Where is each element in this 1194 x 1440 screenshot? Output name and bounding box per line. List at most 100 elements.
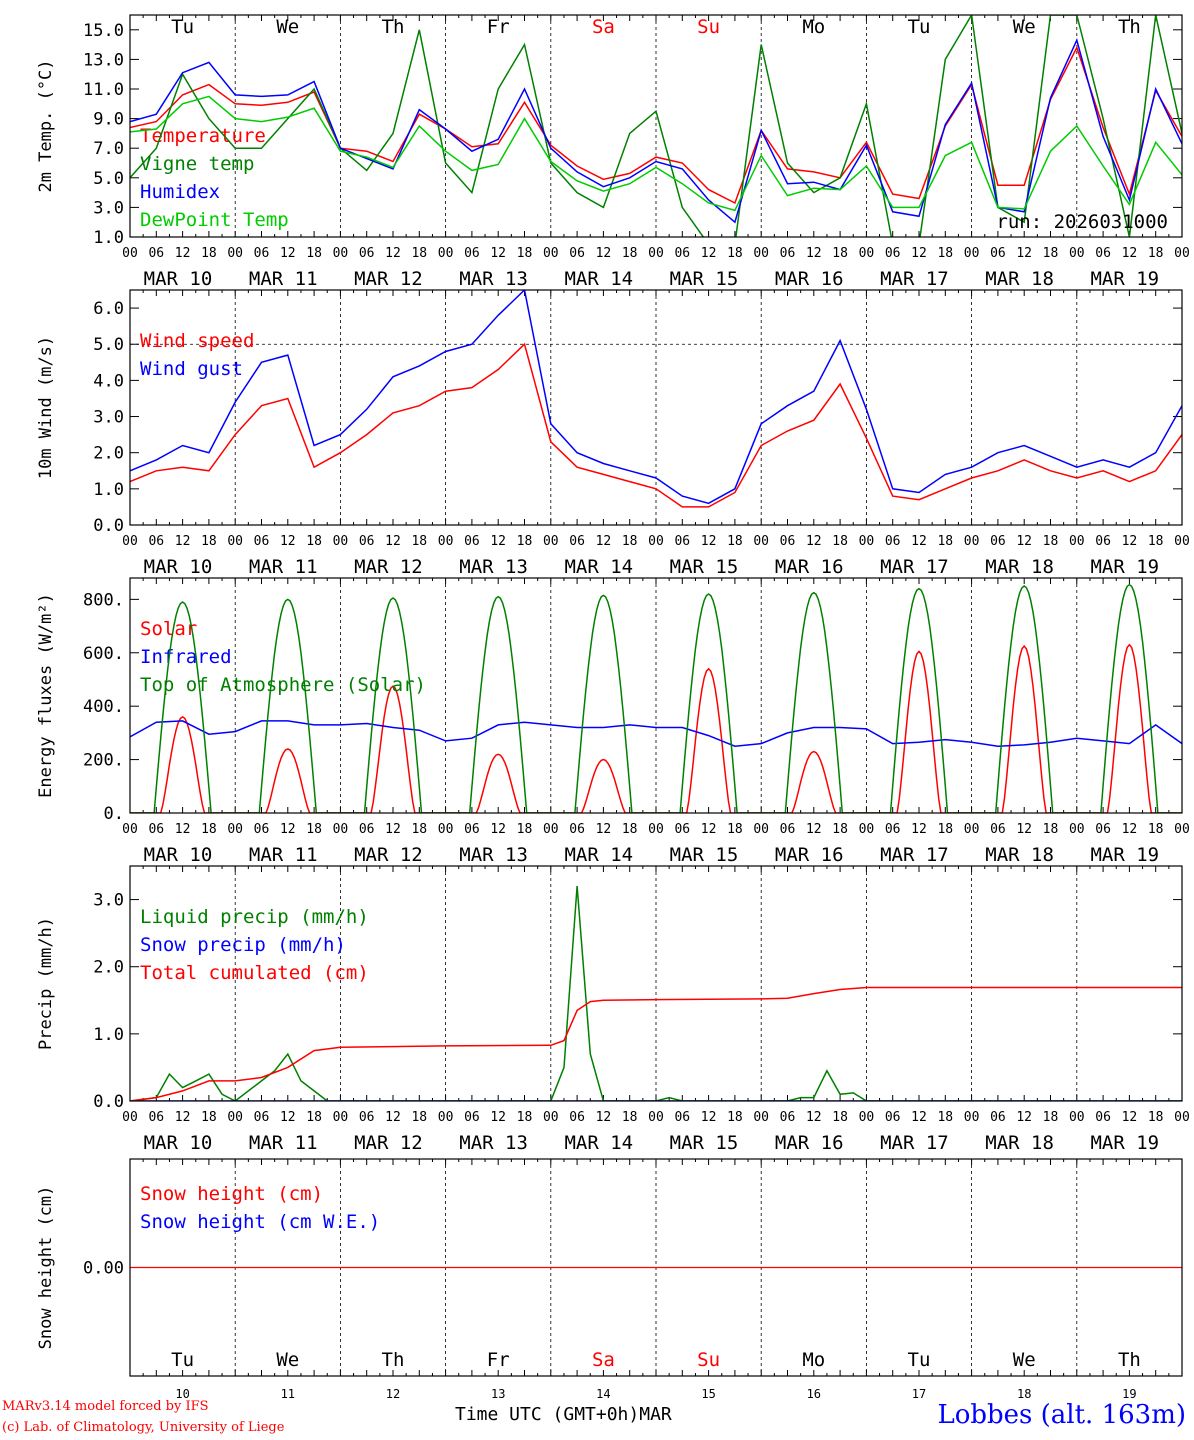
hour-tick-label: 06 xyxy=(569,534,585,549)
hour-tick-label: 00 xyxy=(438,534,454,549)
date-label: MAR 10 xyxy=(144,268,213,290)
hour-tick-label: 06 xyxy=(885,246,901,261)
hour-tick-label: 00 xyxy=(648,246,664,261)
hour-tick-label: 06 xyxy=(464,1110,480,1125)
legend-liquid-precip-mm-h-: Liquid precip (mm/h) xyxy=(140,906,369,928)
plot-frame xyxy=(129,289,1183,526)
hour-tick-label: 00 xyxy=(859,1110,875,1125)
day-number: 18 xyxy=(1017,1387,1031,1401)
date-label: MAR 11 xyxy=(249,556,318,578)
series-line-total-cumulated-cm- xyxy=(130,986,1182,1101)
date-label: MAR 17 xyxy=(880,1132,949,1154)
date-label: MAR 14 xyxy=(564,268,633,290)
date-label: MAR 16 xyxy=(775,844,844,866)
date-label: MAR 18 xyxy=(985,556,1054,578)
hour-tick-label: 00 xyxy=(1174,822,1190,837)
hour-tick-label: 12 xyxy=(1122,534,1138,549)
day-name-top: We xyxy=(1013,16,1036,38)
hour-tick-label: 06 xyxy=(885,1110,901,1125)
date-label: MAR 14 xyxy=(564,844,633,866)
hour-tick-label: 12 xyxy=(490,534,506,549)
hour-tick-label: 12 xyxy=(806,246,822,261)
hour-tick-label: 06 xyxy=(780,246,796,261)
hour-tick-label: 06 xyxy=(148,534,164,549)
hour-tick-label: 18 xyxy=(622,246,638,261)
y-tick-label: 3.0 xyxy=(93,198,124,218)
hour-tick-label: 12 xyxy=(280,1110,296,1125)
day-name-top: Th xyxy=(1118,16,1141,38)
day-name-top: Su xyxy=(697,16,720,38)
series-line-wind-speed xyxy=(130,342,1182,508)
date-label: MAR 16 xyxy=(775,556,844,578)
hour-tick-label: 00 xyxy=(648,1110,664,1125)
hour-tick-label: 12 xyxy=(596,246,612,261)
date-label: MAR 17 xyxy=(880,556,949,578)
day-name-bottom: Th xyxy=(1118,1349,1141,1371)
hour-tick-label: 06 xyxy=(148,246,164,261)
day-name-bottom: We xyxy=(1013,1349,1036,1371)
hour-tick-label: 18 xyxy=(306,822,322,837)
hour-tick-label: 06 xyxy=(254,822,270,837)
y-tick-label: 1.0 xyxy=(93,228,124,248)
date-label: MAR 16 xyxy=(775,1132,844,1154)
hour-tick-label: 12 xyxy=(385,534,401,549)
hour-tick-label: 12 xyxy=(806,1110,822,1125)
day-name-top: Mo xyxy=(802,16,825,38)
hour-tick-label: 06 xyxy=(1095,822,1111,837)
date-label: MAR 10 xyxy=(144,844,213,866)
time-axis-label: Time UTC (GMT+0h)MAR xyxy=(455,1404,672,1425)
y-axis-label: Snow height (cm) xyxy=(36,1186,56,1350)
hour-tick-label: 12 xyxy=(490,246,506,261)
hour-tick-label: 06 xyxy=(254,534,270,549)
hour-tick-label: 18 xyxy=(622,1110,638,1125)
y-axis-label: 2m Temp. (°C) xyxy=(36,59,56,192)
station-label: Lobbes (alt. 163m) xyxy=(937,1400,1186,1430)
y-tick-label: 200. xyxy=(83,751,124,771)
hour-tick-label: 12 xyxy=(385,246,401,261)
hour-tick-label: 18 xyxy=(1043,1110,1059,1125)
date-label: MAR 11 xyxy=(249,844,318,866)
hour-tick-label: 12 xyxy=(175,246,191,261)
hour-tick-label: 18 xyxy=(1148,246,1164,261)
hour-tick-label: 12 xyxy=(385,1110,401,1125)
hour-tick-label: 00 xyxy=(227,534,243,549)
day-name-bottom: Fr xyxy=(487,1349,510,1371)
hour-tick-label: 18 xyxy=(201,822,217,837)
hour-tick-label: 06 xyxy=(569,822,585,837)
hour-tick-label: 18 xyxy=(937,1110,953,1125)
series-line-temperature xyxy=(130,45,1182,205)
date-label: MAR 19 xyxy=(1090,556,1159,578)
legend-total-cumulated-cm-: Total cumulated (cm) xyxy=(140,962,369,984)
hour-tick-label: 00 xyxy=(859,246,875,261)
hour-tick-label: 18 xyxy=(517,1110,533,1125)
y-tick-label: 4.0 xyxy=(93,371,124,391)
hour-tick-label: 18 xyxy=(201,534,217,549)
y-tick-label: 11.0 xyxy=(83,80,124,100)
hour-tick-label: 18 xyxy=(727,246,743,261)
y-tick-label: 0.00 xyxy=(83,1259,124,1279)
hour-tick-label: 18 xyxy=(727,822,743,837)
y-tick-label: 0.0 xyxy=(93,1092,124,1112)
hour-tick-label: 06 xyxy=(569,1110,585,1125)
hour-tick-label: 06 xyxy=(464,246,480,261)
day-number: 19 xyxy=(1122,1387,1136,1401)
series-line-solar xyxy=(130,643,1182,813)
copyright-credit: (c) Lab. of Climatology, University of L… xyxy=(2,1420,285,1435)
series-line-dewpoint-temp xyxy=(130,95,1182,212)
hour-tick-label: 12 xyxy=(280,246,296,261)
date-label: MAR 10 xyxy=(144,556,213,578)
hour-tick-label: 00 xyxy=(122,1110,138,1125)
day-name-bottom: Mo xyxy=(802,1349,825,1371)
hour-tick-label: 18 xyxy=(937,246,953,261)
hour-tick-label: 00 xyxy=(753,246,769,261)
hour-tick-label: 00 xyxy=(1069,246,1085,261)
y-axis-label: 10m Wind (m/s) xyxy=(36,336,56,479)
date-label: MAR 12 xyxy=(354,844,423,866)
hour-tick-label: 12 xyxy=(701,534,717,549)
hour-tick-label: 06 xyxy=(780,534,796,549)
hour-tick-label: 06 xyxy=(359,534,375,549)
legend-snow-precip-mm-h-: Snow precip (mm/h) xyxy=(140,934,346,956)
hour-tick-label: 18 xyxy=(306,534,322,549)
hour-tick-label: 06 xyxy=(990,1110,1006,1125)
